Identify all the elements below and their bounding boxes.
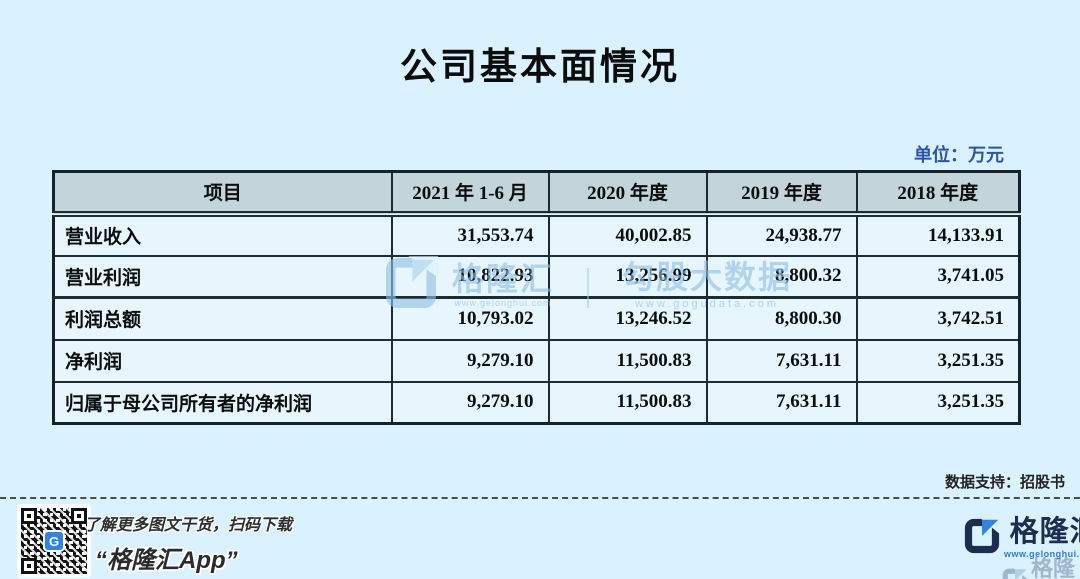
cell-value: 3,251.35 [855,338,1021,383]
cell-value: 8,800.30 [705,296,858,341]
footer-divider [0,497,1080,499]
gelonghui-app-icon: G [43,530,65,552]
cell-value: 3,742.51 [855,296,1021,341]
qr-caption-line2: “格隆汇App” [95,547,238,574]
cell-value: 10,793.02 [390,296,550,341]
gelonghui-g-icon [1002,567,1028,579]
cell-value: 24,938.77 [705,212,858,257]
cell-value: 7,631.11 [705,380,858,425]
column-header-2018: 2018 年度 [855,170,1021,217]
row-label-operating-profit: 营业利润 [52,254,393,299]
table-row: 利润总额 10,793.02 13,246.52 8,800.30 3,742.… [52,296,1021,341]
column-header-2020: 2020 年度 [547,170,708,217]
cell-value: 10,822.93 [390,254,550,299]
cell-value: 7,631.11 [705,338,858,383]
row-label-revenue: 营业收入 [52,212,393,257]
qr-caption-line1: 了解更多图文干货，扫码下载 [84,517,293,534]
row-label-net-profit-parent: 归属于母公司所有者的净利润 [52,380,393,425]
cell-value: 9,279.10 [390,338,550,383]
row-label-net-profit: 净利润 [52,338,393,383]
cell-value: 40,002.85 [547,212,708,257]
table-row: 营业收入 31,553.74 40,002.85 24,938.77 14,13… [52,212,1021,257]
gelonghui-logo-url: www.gelonghui.com [1004,549,1080,559]
cell-value: 3,251.35 [855,380,1021,425]
cell-value: 8,800.32 [705,254,858,299]
qr-pattern: G [21,508,87,574]
table-row: 净利润 9,279.10 11,500.83 7,631.11 3,251.35 [52,338,1021,383]
gelonghui-logo-watermark: 格隆汇 [1002,551,1080,579]
table-row: 营业利润 10,822.93 13,256.99 8,800.32 3,741.… [52,254,1021,299]
cell-value: 11,500.83 [547,338,708,383]
gelonghui-logo: 格隆汇 www.gelonghui.com [964,518,1080,559]
page-title: 公司基本面情况 [400,46,680,87]
qr-finder-icon [21,508,37,524]
column-header-2019: 2019 年度 [705,170,858,217]
qr-finder-icon [71,508,87,524]
cell-value: 31,553.74 [390,212,550,257]
table-header-row: 项目 2021 年 1-6 月 2020 年度 2019 年度 2018 年度 [52,170,1021,217]
cell-value: 11,500.83 [547,380,708,425]
cell-value: 3,741.05 [855,254,1021,299]
cell-value: 13,246.52 [547,296,708,341]
column-header-2021h1: 2021 年 1-6 月 [390,170,550,217]
unit-label: 单位：万元 [914,145,1004,165]
cell-value: 13,256.99 [547,254,708,299]
row-label-total-profit: 利润总额 [52,296,393,341]
financials-table: 项目 2021 年 1-6 月 2020 年度 2019 年度 2018 年度 … [52,170,1021,425]
data-source-note: 数据支持：招股书 [944,474,1065,491]
gelonghui-logo-text: 格隆汇 [1009,516,1080,548]
cell-value: 9,279.10 [390,380,550,425]
cell-value: 14,133.91 [855,212,1021,257]
qr-finder-icon [21,558,37,574]
app-download-qr-code: G [17,504,91,578]
gelonghui-g-icon [964,518,1000,559]
column-header-item: 项目 [52,170,393,217]
table-row: 归属于母公司所有者的净利润 9,279.10 11,500.83 7,631.1… [52,380,1021,425]
gelonghui-logo-text: 格隆汇 [1031,556,1076,579]
